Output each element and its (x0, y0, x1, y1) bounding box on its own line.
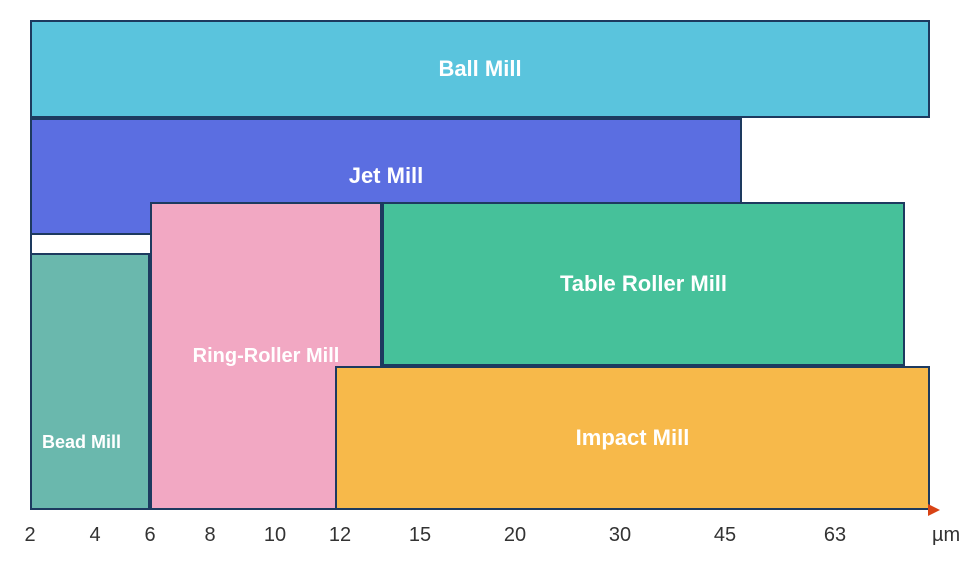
xtick-8: 8 (204, 524, 215, 547)
x-axis-unit: µm (932, 524, 960, 547)
region-table-roller-mill: Table Roller Mill (382, 202, 905, 366)
xtick-45: 45 (714, 524, 736, 547)
region-label-table-roller-mill: Table Roller Mill (560, 271, 727, 297)
xtick-6: 6 (144, 524, 155, 547)
region-impact-mill: Impact Mill (335, 366, 930, 510)
region-ball-mill: Ball Mill (30, 20, 930, 118)
region-label-bead-mill: Bead Mill (42, 432, 121, 453)
xtick-10: 10 (264, 524, 286, 547)
xtick-2: 2 (24, 524, 35, 547)
xtick-12: 12 (329, 524, 351, 547)
xtick-20: 20 (504, 524, 526, 547)
region-label-ring-roller-mill: Ring-Roller Mill (193, 344, 340, 368)
region-label-ball-mill: Ball Mill (438, 56, 521, 82)
region-label-impact-mill: Impact Mill (576, 425, 690, 451)
xtick-4: 4 (89, 524, 100, 547)
mill-range-chart: Ball Mill Jet Mill Ring-Roller Mill Table R… (0, 0, 977, 571)
xtick-15: 15 (409, 524, 431, 547)
x-axis-arrow-icon (928, 504, 940, 516)
xtick-30: 30 (609, 524, 631, 547)
region-label-jet-mill: Jet Mill (349, 163, 424, 189)
xtick-63: 63 (824, 524, 846, 547)
region-bead-mill: Bead Mill (30, 253, 150, 510)
